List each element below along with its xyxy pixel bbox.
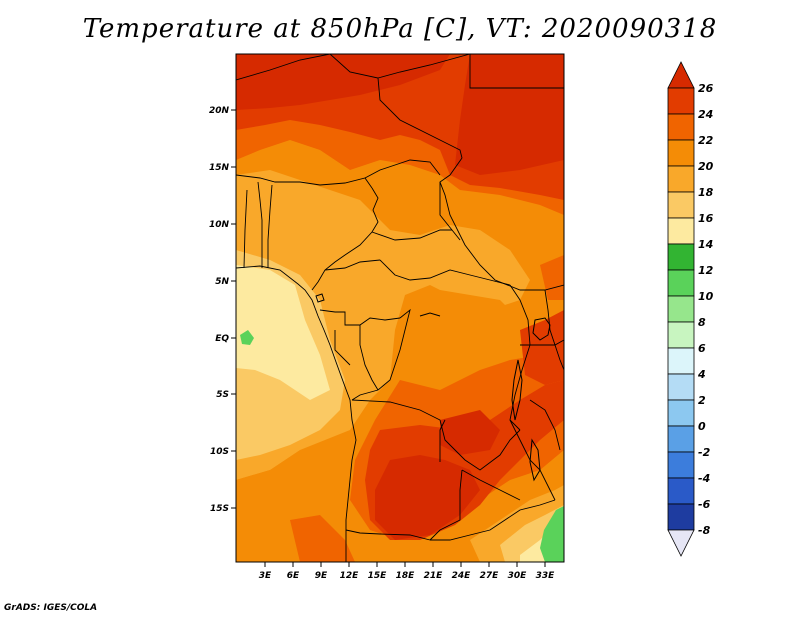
colorbar-label: -4 xyxy=(698,472,710,485)
river-congo xyxy=(419,312,441,317)
lon-label: 30E xyxy=(508,571,528,581)
colorbar-swatch xyxy=(667,503,695,531)
lake-victoria xyxy=(532,317,551,341)
colorbar-swatch xyxy=(667,295,695,323)
lat-label: 15N xyxy=(209,163,230,173)
lon-label: 15E xyxy=(368,571,388,581)
lon-label: 12E xyxy=(340,571,360,581)
colorbar-label: -8 xyxy=(698,524,711,537)
colorbar-label: 26 xyxy=(698,82,714,95)
band-above-26-ne xyxy=(455,54,564,175)
colorbar-swatch xyxy=(667,321,695,349)
band-22-24-sw xyxy=(290,515,355,562)
colorbar-bottom-arrow xyxy=(667,529,695,557)
colorbar-swatch xyxy=(667,87,695,115)
band-10-12-west xyxy=(240,330,254,345)
colorbar-swatch xyxy=(667,269,695,297)
temperature-field xyxy=(236,54,564,562)
colorbar-label: 10 xyxy=(698,290,714,303)
colorbar-label: 20 xyxy=(698,160,714,173)
colorbar-top-arrow xyxy=(667,61,695,89)
colorbar-swatch xyxy=(667,113,695,141)
band-14-16 xyxy=(236,265,330,400)
lake-malawi xyxy=(529,438,541,482)
lon-label: 6E xyxy=(287,571,300,581)
band-above-26-south2 xyxy=(440,410,500,455)
lon-axis: 3E 6E 9E 12E 15E 18E 21E 24E 27E 30E 33E xyxy=(259,562,555,581)
band-22-24-east xyxy=(540,255,564,300)
map-frame xyxy=(235,53,565,563)
lat-label: EQ xyxy=(215,334,229,344)
band-above-26-south xyxy=(375,455,480,540)
map-title: Temperature at 850hPa [C], VT: 202009031… xyxy=(82,14,718,44)
colorbar-label: 4 xyxy=(697,368,706,381)
lon-label: 9E xyxy=(315,571,328,581)
colorbar-swatch xyxy=(667,165,695,193)
colorbar-swatch xyxy=(667,191,695,219)
colorbar-label: 0 xyxy=(698,420,706,433)
colorbar-label: 22 xyxy=(698,134,714,147)
credit-text: GrADS: IGES/COLA xyxy=(4,603,98,613)
lat-axis: 20N 15N 10N 5N EQ 5S 10S 15S xyxy=(209,106,236,514)
colorbar-label: 6 xyxy=(698,342,706,355)
band-24-26-east xyxy=(520,310,564,385)
colorbar-label: -6 xyxy=(698,498,711,511)
lat-label: 5N xyxy=(215,277,229,287)
lon-label: 18E xyxy=(396,571,416,581)
colorbar-swatch xyxy=(667,243,695,271)
colorbar-swatch xyxy=(667,347,695,375)
island-bioko xyxy=(315,293,325,303)
country-borders xyxy=(236,54,564,562)
lat-label: 10N xyxy=(209,220,230,230)
colorbar-label: 18 xyxy=(698,186,714,199)
lake-tanganyika xyxy=(511,359,523,421)
colorbar-swatch xyxy=(667,139,695,167)
lon-label: 3E xyxy=(259,571,272,581)
lon-label: 21E xyxy=(424,571,444,581)
colorbar-swatch xyxy=(667,425,695,453)
lon-label: 27E xyxy=(480,571,500,581)
colorbar-label: 16 xyxy=(698,212,714,225)
lat-label: 20N xyxy=(209,106,230,116)
lon-label: 24E xyxy=(452,571,472,581)
colorbar: 26 24 22 20 18 16 14 12 10 8 6 4 2 0 -2 … xyxy=(667,61,714,557)
band-10-12-se xyxy=(540,506,564,562)
colorbar-label: 24 xyxy=(698,108,713,121)
colorbar-swatch xyxy=(667,451,695,479)
band-above-26-nw xyxy=(236,54,450,110)
lat-label: 10S xyxy=(210,447,229,457)
colorbar-swatch xyxy=(667,477,695,505)
lakes xyxy=(315,293,551,482)
lat-label: 15S xyxy=(210,504,229,514)
colorbar-swatch xyxy=(667,373,695,401)
colorbar-label: 14 xyxy=(698,238,713,251)
colorbar-label: -2 xyxy=(698,446,711,459)
lon-label: 33E xyxy=(536,571,556,581)
lat-label: 5S xyxy=(216,390,229,400)
colorbar-label: 8 xyxy=(698,316,706,329)
colorbar-label: 2 xyxy=(698,394,706,407)
colorbar-swatch xyxy=(667,399,695,427)
colorbar-swatch xyxy=(667,217,695,245)
colorbar-label: 12 xyxy=(698,264,714,277)
